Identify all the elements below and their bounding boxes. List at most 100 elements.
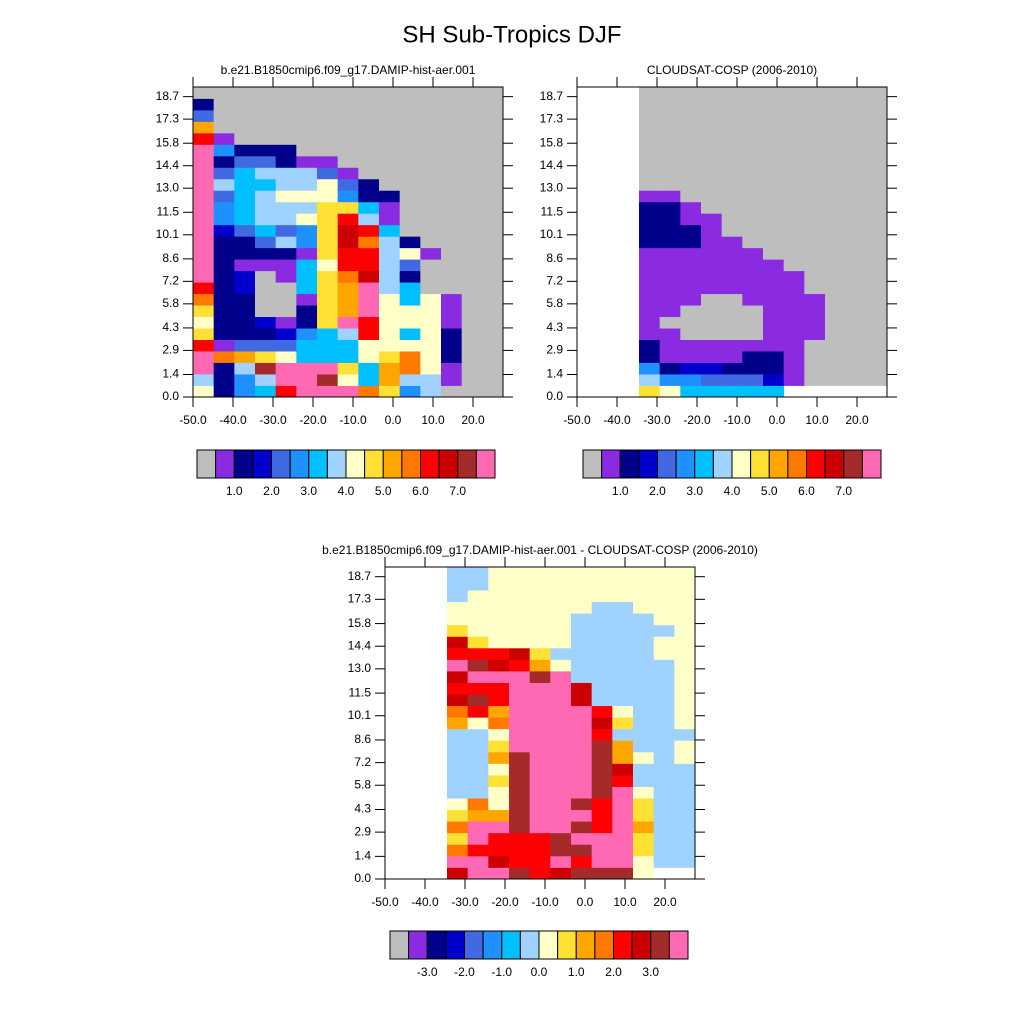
cell	[399, 316, 421, 329]
cell	[441, 121, 463, 134]
cell	[358, 328, 380, 340]
cell	[550, 647, 572, 660]
cell	[488, 671, 510, 683]
cell	[763, 282, 785, 295]
cell	[825, 293, 847, 306]
cell	[612, 613, 634, 626]
cell	[399, 351, 421, 363]
x-tick-label: -40.0	[411, 895, 439, 909]
cell	[275, 224, 297, 237]
cell	[213, 374, 235, 386]
cell	[213, 155, 235, 168]
cell	[399, 213, 421, 226]
colorbar-label: 1.0	[226, 484, 243, 498]
cell	[845, 224, 867, 237]
cell	[659, 109, 681, 122]
cell	[783, 293, 805, 306]
cell	[379, 213, 401, 226]
cell	[701, 132, 723, 145]
cell	[701, 109, 723, 122]
cell	[447, 682, 469, 695]
cell	[255, 362, 277, 375]
cell	[571, 809, 593, 822]
cell	[825, 87, 847, 99]
cell	[612, 624, 634, 637]
cell	[482, 109, 504, 122]
x-tick-label: -30.0	[259, 413, 287, 427]
cell	[509, 624, 531, 637]
cell	[358, 305, 380, 318]
cell	[742, 385, 764, 398]
cell	[701, 282, 723, 295]
cell	[845, 270, 867, 283]
cell	[633, 636, 655, 649]
cell	[612, 740, 634, 753]
y-tick-label: 13.0	[348, 661, 372, 675]
cell	[742, 362, 764, 375]
cell	[550, 601, 572, 614]
cell	[721, 213, 743, 226]
cell	[659, 132, 681, 145]
cell	[193, 293, 215, 306]
colorbar-label: 6.0	[412, 484, 429, 498]
cell	[529, 786, 551, 799]
cell	[653, 590, 675, 603]
y-tick-label: 2.9	[546, 343, 563, 357]
plot-frame	[192, 86, 504, 398]
x-tick-label: -10.0	[339, 413, 367, 427]
cell	[659, 121, 681, 134]
cell	[337, 236, 359, 249]
cell	[482, 201, 504, 214]
y-tick-label: 5.8	[354, 777, 371, 791]
cell	[482, 155, 504, 168]
cell	[763, 351, 785, 363]
cell	[420, 293, 442, 306]
colorbar-box	[482, 930, 503, 960]
cell	[441, 167, 463, 180]
x-tick-label: -20.0	[299, 413, 327, 427]
cell	[591, 682, 613, 695]
cell	[639, 282, 661, 295]
cell	[255, 155, 277, 168]
cell	[296, 121, 318, 134]
cell	[804, 282, 826, 295]
cell	[680, 98, 702, 111]
cell	[193, 121, 215, 134]
cell	[509, 705, 531, 718]
cell	[482, 224, 504, 237]
cell	[639, 270, 661, 283]
cell	[447, 613, 469, 626]
cell	[275, 213, 297, 226]
cell	[193, 328, 215, 340]
cell	[845, 87, 867, 99]
cell	[482, 316, 504, 329]
cell	[659, 213, 681, 226]
cell	[866, 247, 888, 260]
cell	[275, 87, 297, 99]
cell	[866, 98, 888, 111]
y-tick-label: 11.5	[157, 204, 180, 218]
cell	[680, 316, 702, 329]
cell	[550, 705, 572, 718]
cell	[193, 362, 215, 375]
cell	[742, 155, 764, 168]
cell	[213, 293, 235, 306]
cell	[441, 155, 463, 168]
plot-frame	[384, 566, 696, 880]
cell	[591, 601, 613, 614]
cell	[701, 351, 723, 363]
colorbar-box	[861, 449, 882, 479]
cell	[674, 809, 696, 822]
cell	[639, 247, 661, 260]
cell	[234, 247, 256, 260]
cell	[680, 247, 702, 260]
cell	[633, 832, 655, 845]
cell	[701, 305, 723, 318]
cell	[358, 87, 380, 99]
cell	[529, 855, 551, 868]
cell	[317, 155, 339, 168]
cell	[701, 213, 723, 226]
cell	[275, 351, 297, 363]
cell	[358, 155, 380, 168]
cell	[461, 155, 483, 168]
